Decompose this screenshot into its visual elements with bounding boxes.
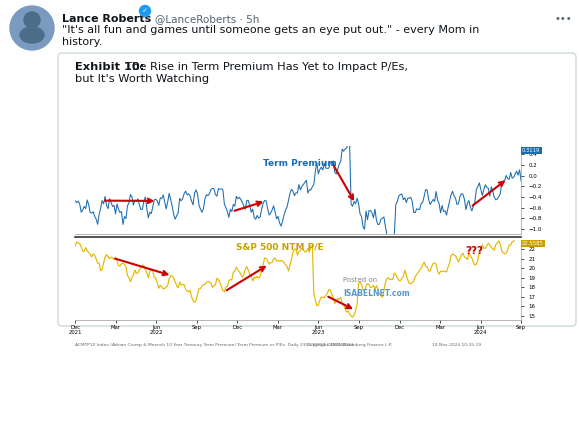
Text: ???: ??? [466, 246, 483, 256]
Text: ISABELNET.com: ISABELNET.com [343, 289, 409, 298]
Text: Exhibit 10:: Exhibit 10: [75, 62, 144, 72]
Text: history.: history. [62, 37, 102, 47]
Text: ACMTP10 Index (Adrian Crump & Moench 10 Year Treasury Term Premium) Term Premium: ACMTP10 Index (Adrian Crump & Moench 10 … [75, 343, 354, 347]
Text: ✓: ✓ [142, 8, 148, 14]
Text: Source: Bloomberg, Morgan Stanley Research: Source: Bloomberg, Morgan Stanley Resear… [75, 311, 292, 320]
Text: Copyright 2024 Bloomberg Finance L.P.: Copyright 2024 Bloomberg Finance L.P. [307, 343, 393, 347]
Text: Posted on: Posted on [343, 276, 377, 283]
Text: @LanceRoberts · 5h: @LanceRoberts · 5h [155, 14, 259, 24]
Text: Lance Roberts: Lance Roberts [62, 14, 151, 24]
Text: 0.3119: 0.3119 [522, 148, 540, 153]
Text: but It's Worth Watching: but It's Worth Watching [75, 74, 209, 84]
FancyBboxPatch shape [58, 53, 576, 326]
Circle shape [10, 6, 54, 50]
Text: The Rise in Term Premium Has Yet to Impact P/Es,: The Rise in Term Premium Has Yet to Impa… [118, 62, 408, 72]
Text: •••: ••• [554, 14, 571, 24]
Circle shape [24, 12, 40, 28]
Text: "It's all fun and games until someone gets an eye put out." - every Mom in: "It's all fun and games until someone ge… [62, 25, 479, 35]
Ellipse shape [20, 27, 44, 43]
Text: Term Premium: Term Premium [262, 159, 336, 168]
Text: 22.5585: 22.5585 [522, 241, 544, 246]
Text: 10-Nov-2024 10:25:19: 10-Nov-2024 10:25:19 [432, 343, 481, 347]
Text: S&P 500 NTM P/E: S&P 500 NTM P/E [236, 242, 324, 251]
Circle shape [140, 6, 151, 16]
